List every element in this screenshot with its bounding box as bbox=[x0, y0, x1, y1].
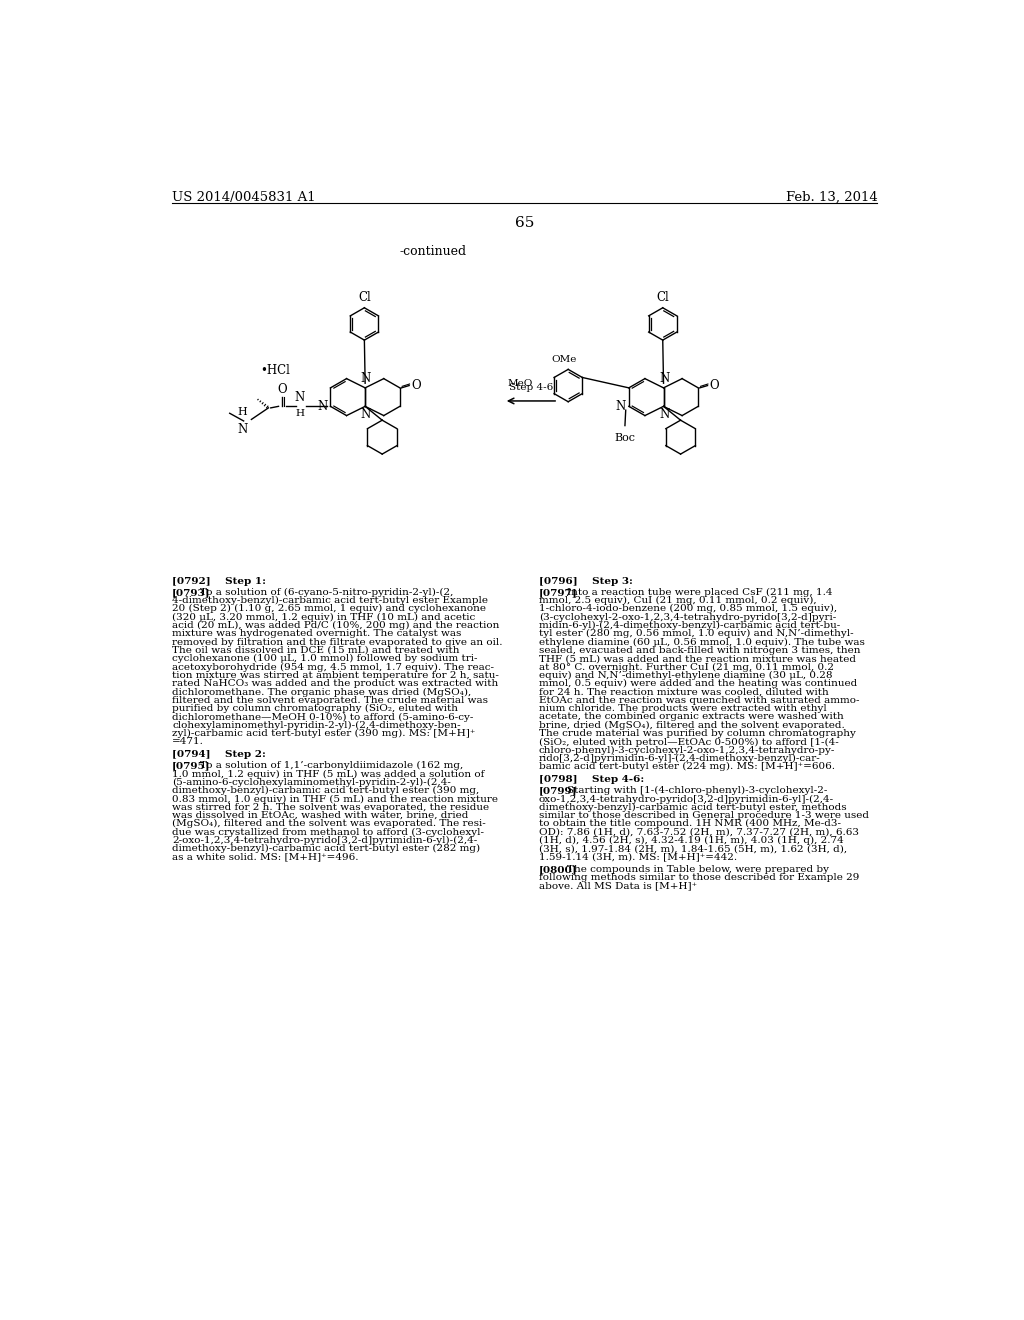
Text: Cl: Cl bbox=[358, 290, 371, 304]
Text: EtOAc and the reaction was quenched with saturated ammo-: EtOAc and the reaction was quenched with… bbox=[539, 696, 859, 705]
Text: [0798]    Step 4-6:: [0798] Step 4-6: bbox=[539, 775, 644, 784]
Text: [0793]: [0793] bbox=[172, 587, 211, 597]
Text: brine, dried (MgSO₄), filtered and the solvent evaporated.: brine, dried (MgSO₄), filtered and the s… bbox=[539, 721, 845, 730]
Text: dimethoxy-benzyl)-carbamic acid tert-butyl ester, methods: dimethoxy-benzyl)-carbamic acid tert-but… bbox=[539, 803, 847, 812]
Text: N: N bbox=[615, 400, 626, 413]
Text: mixture was hydrogenated overnight. The catalyst was: mixture was hydrogenated overnight. The … bbox=[172, 630, 462, 639]
Text: (5-amino-6-cyclohexylaminomethyl-pyridin-2-yl)-(2,4-: (5-amino-6-cyclohexylaminomethyl-pyridin… bbox=[172, 777, 451, 787]
Text: [0792]    Step 1:: [0792] Step 1: bbox=[172, 577, 266, 586]
Text: Feb. 13, 2014: Feb. 13, 2014 bbox=[785, 191, 878, 203]
Text: THF (5 mL) was added and the reaction mixture was heated: THF (5 mL) was added and the reaction mi… bbox=[539, 655, 856, 663]
Text: filtered and the solvent evaporated. The crude material was: filtered and the solvent evaporated. The… bbox=[172, 696, 488, 705]
Text: mmol, 0.5 equiv) were added and the heating was continued: mmol, 0.5 equiv) were added and the heat… bbox=[539, 680, 857, 688]
Text: Boc: Boc bbox=[614, 433, 636, 444]
Text: H: H bbox=[296, 409, 305, 417]
Text: US 2014/0045831 A1: US 2014/0045831 A1 bbox=[172, 191, 315, 203]
Text: [0797]: [0797] bbox=[539, 587, 578, 597]
Text: 4-dimethoxy-benzyl)-carbamic acid tert-butyl ester Example: 4-dimethoxy-benzyl)-carbamic acid tert-b… bbox=[172, 597, 488, 605]
Text: purified by column chromatography (SiO₂, eluted with: purified by column chromatography (SiO₂,… bbox=[172, 704, 458, 713]
Text: (1H, d), 4.56 (2H, s), 4.32-4.19 (1H, m), 4.03 (1H, q), 2.74: (1H, d), 4.56 (2H, s), 4.32-4.19 (1H, m)… bbox=[539, 836, 844, 845]
Text: OMe: OMe bbox=[552, 355, 577, 364]
Text: 1.59-1.14 (3H, m). MS: [M+H]⁺=442.: 1.59-1.14 (3H, m). MS: [M+H]⁺=442. bbox=[539, 853, 737, 862]
Text: acetoxyborohydride (954 mg, 4.5 mmol, 1.7 equiv). The reac-: acetoxyborohydride (954 mg, 4.5 mmol, 1.… bbox=[172, 663, 495, 672]
Text: acetate, the combined organic extracts were washed with: acetate, the combined organic extracts w… bbox=[539, 713, 844, 722]
Text: clohexylaminomethyl-pyridin-2-yl)-(2,4-dimethoxy-ben-: clohexylaminomethyl-pyridin-2-yl)-(2,4-d… bbox=[172, 721, 461, 730]
Text: 2-oxo-1,2,3,4-tetrahydro-pyrido[3,2-d]pyrimidin-6-yl)-(2,4-: 2-oxo-1,2,3,4-tetrahydro-pyrido[3,2-d]py… bbox=[172, 836, 477, 845]
Text: 1.0 mmol, 1.2 equiv) in THF (5 mL) was added a solution of: 1.0 mmol, 1.2 equiv) in THF (5 mL) was a… bbox=[172, 770, 484, 779]
Text: tion mixture was stirred at ambient temperature for 2 h, satu-: tion mixture was stirred at ambient temp… bbox=[172, 671, 499, 680]
Text: (320 μL, 3.20 mmol, 1.2 equiv) in THF (10 mL) and acetic: (320 μL, 3.20 mmol, 1.2 equiv) in THF (1… bbox=[172, 612, 475, 622]
Text: dichloromethane—MeOH 0-10%) to afford (5-amino-6-cy-: dichloromethane—MeOH 0-10%) to afford (5… bbox=[172, 713, 473, 722]
Text: [0800]: [0800] bbox=[539, 865, 578, 874]
Text: ethylene diamine (60 μL, 0.56 mmol, 1.0 equiv). The tube was: ethylene diamine (60 μL, 0.56 mmol, 1.0 … bbox=[539, 638, 864, 647]
Text: •HCl: •HCl bbox=[260, 363, 290, 376]
Text: chloro-phenyl)-3-cyclohexyl-2-oxo-1,2,3,4-tetrahydro-py-: chloro-phenyl)-3-cyclohexyl-2-oxo-1,2,3,… bbox=[539, 746, 836, 755]
Text: [0794]    Step 2:: [0794] Step 2: bbox=[172, 750, 266, 759]
Text: N: N bbox=[317, 400, 328, 413]
Text: tyl ester (280 mg, 0.56 mmol, 1.0 equiv) and N,N’-dimethyl-: tyl ester (280 mg, 0.56 mmol, 1.0 equiv)… bbox=[539, 630, 853, 639]
Text: O: O bbox=[412, 379, 421, 392]
Text: 20 (Step 2) (1.10 g, 2.65 mmol, 1 equiv) and cyclohexanone: 20 (Step 2) (1.10 g, 2.65 mmol, 1 equiv)… bbox=[172, 605, 486, 614]
Text: Starting with [1-(4-chloro-phenyl)-3-cyclohexyl-2-: Starting with [1-(4-chloro-phenyl)-3-cyc… bbox=[566, 787, 827, 795]
Text: To a solution of 1,1’-carbonyldiimidazole (162 mg,: To a solution of 1,1’-carbonyldiimidazol… bbox=[200, 762, 463, 771]
Text: =471.: =471. bbox=[172, 738, 204, 746]
Text: [0796]    Step 3:: [0796] Step 3: bbox=[539, 577, 633, 586]
Text: acid (20 mL), was added Pd/C (10%, 200 mg) and the reaction: acid (20 mL), was added Pd/C (10%, 200 m… bbox=[172, 620, 500, 630]
Text: MeO: MeO bbox=[507, 379, 532, 388]
Text: 65: 65 bbox=[515, 216, 535, 230]
Text: N: N bbox=[238, 422, 248, 436]
Text: 1-chloro-4-iodo-benzene (200 mg, 0.85 mmol, 1.5 equiv),: 1-chloro-4-iodo-benzene (200 mg, 0.85 mm… bbox=[539, 605, 837, 614]
Text: dichloromethane. The organic phase was dried (MgSO₄),: dichloromethane. The organic phase was d… bbox=[172, 688, 471, 697]
Text: O: O bbox=[278, 383, 287, 396]
Text: similar to those described in General procedure 1-3 were used: similar to those described in General pr… bbox=[539, 810, 868, 820]
Text: dimethoxy-benzyl)-carbamic acid tert-butyl ester (282 mg): dimethoxy-benzyl)-carbamic acid tert-but… bbox=[172, 845, 480, 854]
Text: rated NaHCO₃ was added and the product was extracted with: rated NaHCO₃ was added and the product w… bbox=[172, 680, 499, 688]
Text: following methods similar to those described for Example 29: following methods similar to those descr… bbox=[539, 874, 859, 882]
Text: [0799]: [0799] bbox=[539, 787, 578, 795]
Text: dimethoxy-benzyl)-carbamic acid tert-butyl ester (390 mg,: dimethoxy-benzyl)-carbamic acid tert-but… bbox=[172, 787, 479, 795]
Text: O: O bbox=[710, 379, 720, 392]
Text: Into a reaction tube were placed CsF (211 mg, 1.4: Into a reaction tube were placed CsF (21… bbox=[566, 587, 833, 597]
Text: (SiO₂, eluted with petrol—EtOAc 0-500%) to afford [1-(4-: (SiO₂, eluted with petrol—EtOAc 0-500%) … bbox=[539, 738, 839, 747]
Text: OD): 7.86 (1H, d), 7.63-7.52 (2H, m), 7.37-7.27 (2H, m), 6.63: OD): 7.86 (1H, d), 7.63-7.52 (2H, m), 7.… bbox=[539, 828, 859, 837]
Text: mmol, 2.5 equiv), CuI (21 mg, 0.11 mmol, 0.2 equiv),: mmol, 2.5 equiv), CuI (21 mg, 0.11 mmol,… bbox=[539, 597, 816, 605]
Text: N: N bbox=[659, 372, 670, 385]
Text: -continued: -continued bbox=[399, 246, 466, 259]
Text: (MgSO₄), filtered and the solvent was evaporated. The resi-: (MgSO₄), filtered and the solvent was ev… bbox=[172, 820, 486, 829]
Text: was dissolved in EtOAc, washed with water, brine, dried: was dissolved in EtOAc, washed with wate… bbox=[172, 810, 469, 820]
Text: [0795]: [0795] bbox=[172, 762, 211, 770]
Text: oxo-1,2,3,4-tetrahydro-pyrido[3,2-d]pyrimidin-6-yl]-(2,4-: oxo-1,2,3,4-tetrahydro-pyrido[3,2-d]pyri… bbox=[539, 795, 834, 804]
Text: was stirred for 2 h. The solvent was evaporated, the residue: was stirred for 2 h. The solvent was eva… bbox=[172, 803, 489, 812]
Text: bamic acid tert-butyl ester (224 mg). MS: [M+H]⁺=606.: bamic acid tert-butyl ester (224 mg). MS… bbox=[539, 763, 835, 771]
Text: N: N bbox=[659, 408, 670, 421]
Text: equiv) and N,N’-dimethyl-ethylene diamine (30 μL, 0.28: equiv) and N,N’-dimethyl-ethylene diamin… bbox=[539, 671, 833, 680]
Text: (3-cyclohexyl-2-oxo-1,2,3,4-tetrahydro-pyrido[3,2-d]pyri-: (3-cyclohexyl-2-oxo-1,2,3,4-tetrahydro-p… bbox=[539, 612, 836, 622]
Text: sealed, evacuated and back-filled with nitrogen 3 times, then: sealed, evacuated and back-filled with n… bbox=[539, 645, 860, 655]
Text: above. All MS Data is [M+H]⁺: above. All MS Data is [M+H]⁺ bbox=[539, 882, 697, 891]
Text: for 24 h. The reaction mixture was cooled, diluted with: for 24 h. The reaction mixture was coole… bbox=[539, 688, 828, 697]
Text: due was crystallized from methanol to afford (3-cyclohexyl-: due was crystallized from methanol to af… bbox=[172, 828, 484, 837]
Text: H: H bbox=[238, 407, 248, 417]
Text: Step 4-6: Step 4-6 bbox=[509, 383, 553, 392]
Text: To a solution of (6-cyano-5-nitro-pyridin-2-yl)-(2,: To a solution of (6-cyano-5-nitro-pyridi… bbox=[200, 587, 454, 597]
Text: removed by filtration and the filtrate evaporated to give an oil.: removed by filtration and the filtrate e… bbox=[172, 638, 503, 647]
Text: N: N bbox=[360, 372, 371, 385]
Text: 0.83 mmol, 1.0 equiv) in THF (5 mL) and the reaction mixture: 0.83 mmol, 1.0 equiv) in THF (5 mL) and … bbox=[172, 795, 498, 804]
Text: to obtain the title compound. 1H NMR (400 MHz, Me-d3-: to obtain the title compound. 1H NMR (40… bbox=[539, 820, 841, 829]
Text: as a white solid. MS: [M+H]⁺=496.: as a white solid. MS: [M+H]⁺=496. bbox=[172, 853, 358, 862]
Text: N: N bbox=[360, 408, 371, 421]
Text: The crude material was purified by column chromatography: The crude material was purified by colum… bbox=[539, 729, 856, 738]
Text: midin-6-yl)-(2,4-dimethoxy-benzyl)-carbamic acid tert-bu-: midin-6-yl)-(2,4-dimethoxy-benzyl)-carba… bbox=[539, 620, 840, 630]
Text: nium chloride. The products were extracted with ethyl: nium chloride. The products were extract… bbox=[539, 704, 826, 713]
Text: rido[3,2-d]pyrimidin-6-yl]-(2,4-dimethoxy-benzyl)-car-: rido[3,2-d]pyrimidin-6-yl]-(2,4-dimethox… bbox=[539, 754, 820, 763]
Text: cyclohexanone (100 μL, 1.0 mmol) followed by sodium tri-: cyclohexanone (100 μL, 1.0 mmol) followe… bbox=[172, 655, 477, 664]
Text: zyl)-carbamic acid tert-butyl ester (390 mg). MS: [M+H]⁺: zyl)-carbamic acid tert-butyl ester (390… bbox=[172, 729, 475, 738]
Text: The oil was dissolved in DCE (15 mL) and treated with: The oil was dissolved in DCE (15 mL) and… bbox=[172, 645, 460, 655]
Text: at 80° C. overnight. Further CuI (21 mg, 0.11 mmol, 0.2: at 80° C. overnight. Further CuI (21 mg,… bbox=[539, 663, 834, 672]
Text: Cl: Cl bbox=[656, 290, 669, 304]
Text: (3H, s), 1.97-1.84 (2H, m), 1.84-1.65 (5H, m), 1.62 (3H, d),: (3H, s), 1.97-1.84 (2H, m), 1.84-1.65 (5… bbox=[539, 845, 847, 853]
Text: N: N bbox=[295, 391, 305, 404]
Text: The compounds in Table below, were prepared by: The compounds in Table below, were prepa… bbox=[566, 865, 828, 874]
